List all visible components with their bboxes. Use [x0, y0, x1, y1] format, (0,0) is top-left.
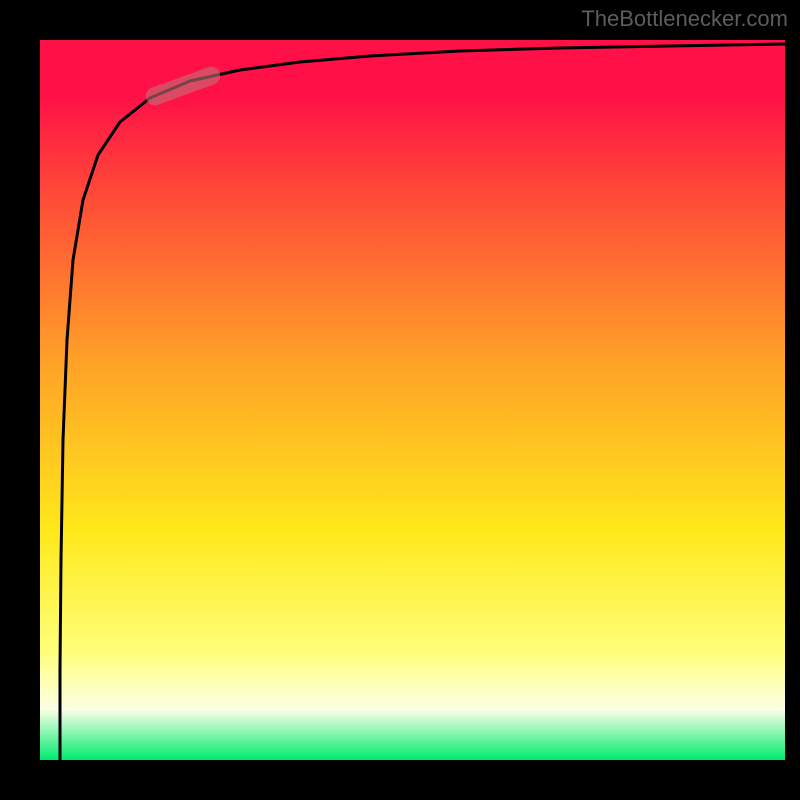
- plot-area: [40, 40, 785, 760]
- watermark-text: TheBottlenecker.com: [581, 6, 788, 32]
- curve-line: [40, 40, 785, 760]
- chart-frame: TheBottlenecker.com: [0, 0, 800, 800]
